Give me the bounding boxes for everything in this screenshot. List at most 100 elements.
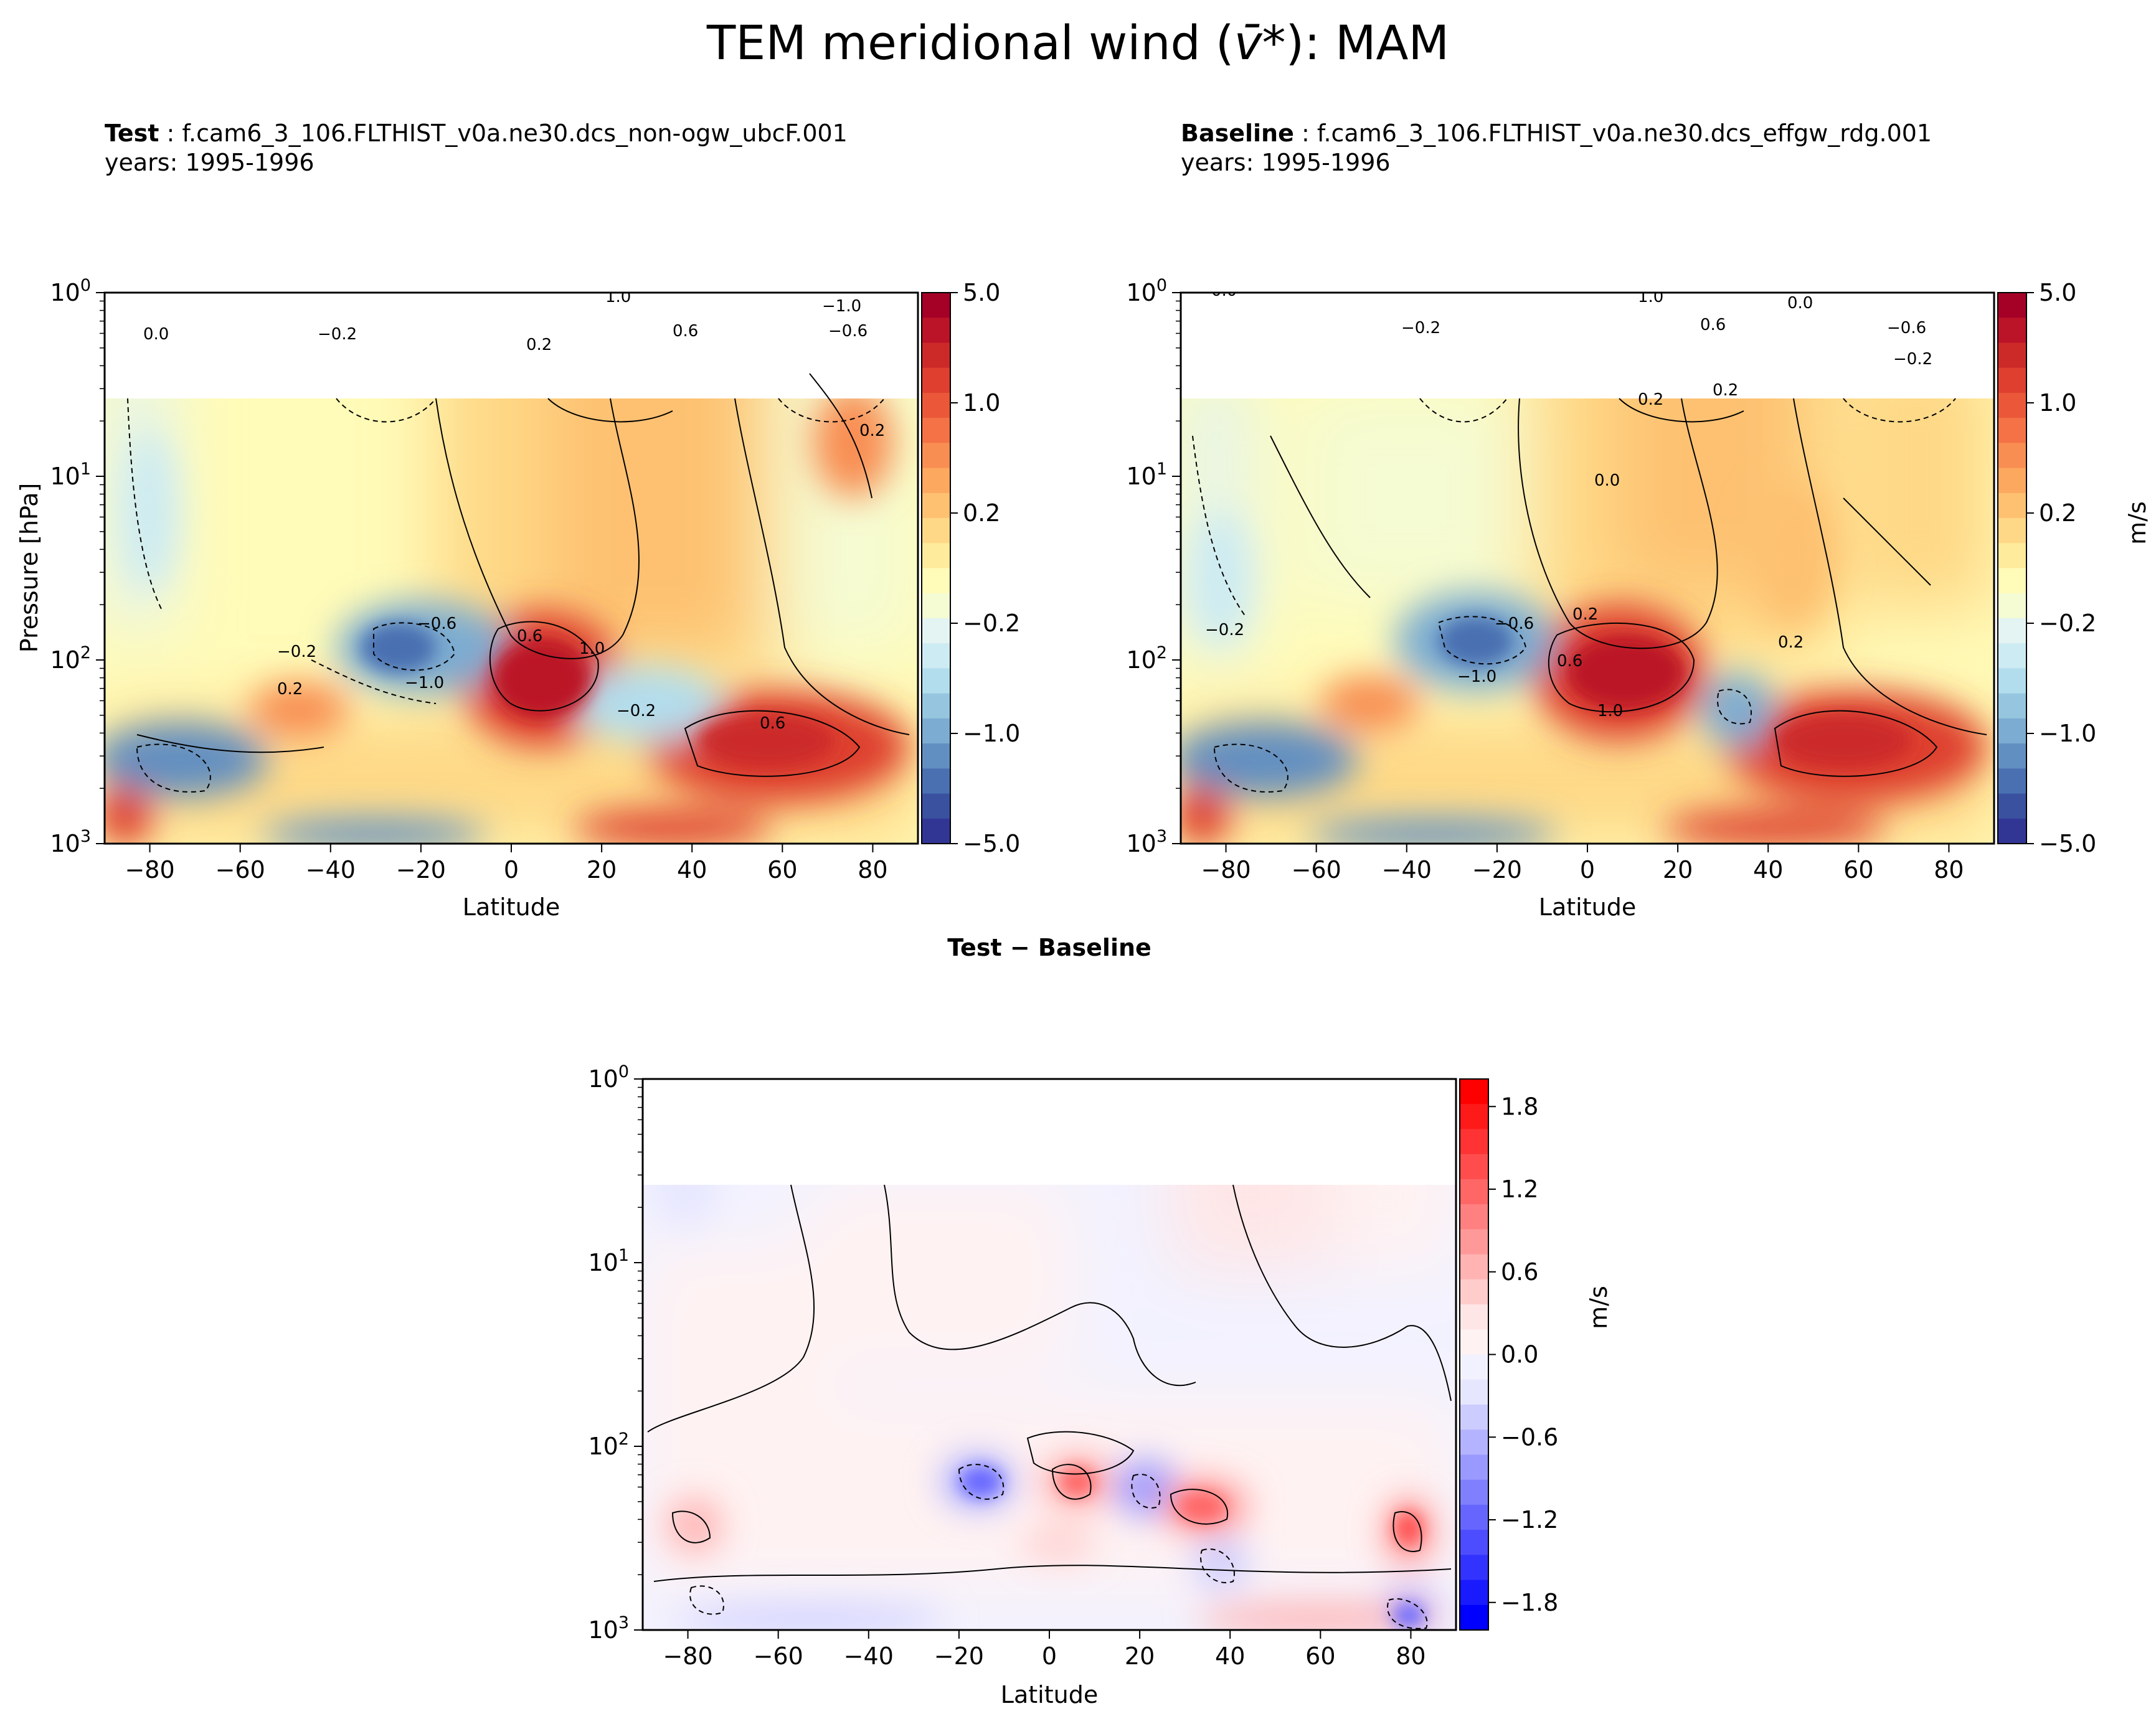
- contour-label: −0.2: [277, 643, 316, 661]
- diff-colorbar: 1.8 1.2 0.6 0.0 −0.6 −1.2 −1.8: [1459, 1078, 1558, 1631]
- x-tick-label: −20: [1472, 856, 1522, 883]
- colorbar-tick-label: −1.0: [963, 720, 1020, 747]
- colorbar-segment: [1998, 793, 2026, 819]
- colorbar-segment: [1460, 1204, 1488, 1230]
- x-tick-label: −60: [1292, 856, 1341, 883]
- baseline-panel-title: Baseline : f.cam6_3_106.FLTHIST_v0a.ne30…: [1181, 120, 1932, 147]
- title-symbol: v̄*: [1234, 15, 1286, 70]
- test-contour-labels: 0.0 −0.2 1.0 0.6 0.2 −1.0 −0.6 0.2 −0.2 …: [143, 293, 885, 733]
- colorbar-tick-label: 1.8: [1501, 1093, 1538, 1120]
- contour-label: −0.2: [1401, 319, 1440, 337]
- y-tick-label: 103: [588, 1613, 629, 1644]
- test-ticks: −80 −60 −40 −20 0 20 40 60 80 100 101 102 103: [50, 276, 887, 883]
- contour-label: −0.6: [417, 615, 456, 633]
- colorbar-segment: [1998, 643, 2026, 669]
- x-tick-label: 80: [1934, 856, 1964, 883]
- colorbar-segment: [1460, 1404, 1488, 1430]
- x-tick-label: 40: [677, 856, 707, 883]
- colorbar-tick-label: −1.8: [1501, 1589, 1558, 1616]
- baseline-label-rest: : f.cam6_3_106.FLTHIST_v0a.ne30.dcs_effg…: [1294, 120, 1932, 147]
- baseline-colorbar: 5.0 1.0 0.2 −0.2 −1.0 −5.0: [1997, 279, 2096, 857]
- x-tick-label: 60: [1843, 856, 1873, 883]
- figure-title: TEM meridional wind (v̄*): MAM: [706, 15, 1449, 70]
- colorbar-segment: [1998, 518, 2026, 544]
- diff-xlabel: Latitude: [1001, 1681, 1098, 1708]
- contour-label: 0.6: [1700, 316, 1726, 334]
- colorbar-tick-label: −1.2: [1501, 1506, 1558, 1533]
- colorbar-tick-label: −5.0: [963, 830, 1020, 857]
- contour-label: −0.2: [1205, 621, 1244, 639]
- colorbar-tick-label: 0.2: [963, 499, 1000, 527]
- x-tick-label: −40: [1382, 856, 1432, 883]
- x-tick-label: 60: [1305, 1642, 1335, 1670]
- colorbar-segment: [922, 543, 950, 569]
- colorbar-segment: [1460, 1555, 1488, 1581]
- x-tick-label: 80: [858, 856, 887, 883]
- diff-field: [643, 1079, 1456, 1630]
- colorbar-segment: [1460, 1179, 1488, 1205]
- colorbar-segment: [1998, 342, 2026, 369]
- baseline-ticks: −80 −60 −40 −20 0 20 40 60 80 100 101 102 103: [1126, 276, 1964, 883]
- colorbar-tick-label: 0.6: [1501, 1258, 1538, 1286]
- contour-label: −1.0: [822, 297, 861, 316]
- y-tick-label: 102: [1126, 643, 1167, 674]
- contour-label: −0.6: [828, 322, 868, 341]
- x-tick-label: 20: [1663, 856, 1693, 883]
- colorbar-frame: [1997, 292, 2027, 844]
- contour-label: 0.6: [760, 714, 785, 733]
- colorbar-segment: [1460, 1129, 1488, 1155]
- baseline-colorbar-unit: m/s: [2124, 501, 2151, 545]
- baseline-label-bold: Baseline: [1181, 120, 1294, 147]
- colorbar-segment: [1998, 293, 2026, 318]
- x-tick-label: 40: [1215, 1642, 1245, 1670]
- x-tick-label: 80: [1396, 1642, 1426, 1670]
- colorbar-segment: [1460, 1104, 1488, 1130]
- baseline-contour-labels: 0.0 −0.2 1.0 0.6 0.0 −0.6 −0.2 0.2 0.2 0…: [1205, 293, 1932, 720]
- colorbar-segment: [1460, 1154, 1488, 1180]
- contour-label: 0.6: [673, 322, 698, 341]
- contour-label: −1.0: [1457, 667, 1496, 686]
- test-panel: Test : f.cam6_3_106.FLTHIST_v0a.ne30.dcs…: [16, 120, 1020, 921]
- x-tick-label: 20: [587, 856, 617, 883]
- x-tick-label: −20: [396, 856, 446, 883]
- colorbar-segment: [1460, 1604, 1488, 1631]
- contour-label: 0.2: [1572, 605, 1598, 624]
- colorbar-segment: [1460, 1379, 1488, 1405]
- colorbar-segment: [1460, 1304, 1488, 1330]
- test-no-data-band: [105, 293, 918, 398]
- colorbar-segment: [1998, 668, 2026, 694]
- x-tick-label: −40: [844, 1642, 894, 1670]
- colorbar-segment: [922, 718, 950, 744]
- test-colorbar: 5.0 1.0 0.2 −0.2 −1.0 −5.0: [921, 279, 1020, 857]
- colorbar-segment: [1998, 443, 2026, 469]
- colorbar-segment: [922, 443, 950, 469]
- colorbar-segment: [922, 418, 950, 443]
- colorbar-segment: [1460, 1079, 1488, 1105]
- contour-label: 1.0: [1597, 702, 1623, 720]
- colorbar-segment: [922, 618, 950, 644]
- baseline-panel: Baseline : f.cam6_3_106.FLTHIST_v0a.ne30…: [1126, 120, 2151, 921]
- colorbar-tick-label: −1.0: [2039, 720, 2096, 747]
- colorbar-segment: [922, 518, 950, 544]
- colorbar-segment: [1460, 1279, 1488, 1305]
- colorbar-segment: [1460, 1430, 1488, 1456]
- diff-ticks: −80 −60 −40 −20 0 20 40 60 80 100 101 102 103: [588, 1062, 1426, 1670]
- colorbar-segment: [1998, 718, 2026, 744]
- colorbar-segment: [922, 743, 950, 769]
- x-tick-label: −80: [125, 856, 174, 883]
- diff-panel-title: Test − Baseline: [947, 934, 1151, 961]
- colorbar-segment: [1460, 1329, 1488, 1355]
- colorbar-frame: [921, 292, 951, 844]
- diff-panel: Test − Baseline: [588, 934, 1612, 1708]
- y-tick-label: 102: [588, 1430, 629, 1460]
- contour-label: 0.0: [143, 325, 169, 344]
- colorbar-tick-label: −0.2: [963, 610, 1020, 637]
- test-label-rest: : f.cam6_3_106.FLTHIST_v0a.ne30.dcs_non-…: [159, 120, 847, 147]
- colorbar-segment: [922, 342, 950, 369]
- colorbar-segment: [1460, 1454, 1488, 1481]
- colorbar-segment: [922, 468, 950, 494]
- colorbar-segment: [1460, 1504, 1488, 1530]
- colorbar-segment: [1998, 818, 2026, 844]
- contour-label: 0.2: [1778, 633, 1804, 652]
- colorbar-segment: [922, 768, 950, 794]
